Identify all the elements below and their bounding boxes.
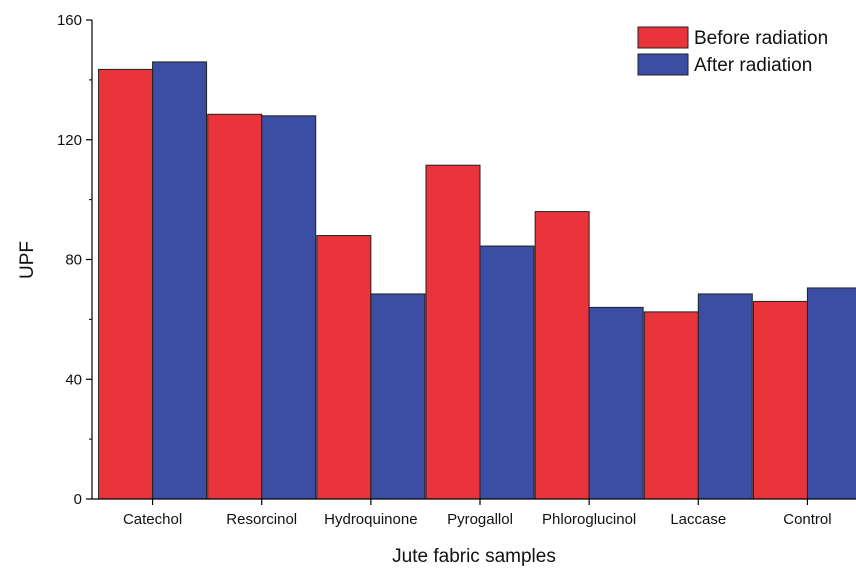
legend-label-after: After radiation [694,55,812,76]
x-tick-label: Resorcinol [226,511,297,528]
bar-after-laccase [697,293,753,500]
y-tick-label: 120 [57,132,82,149]
bar-after-catechol [152,61,208,500]
x-tick-label: Catechol [123,511,182,528]
y-tick-label: 0 [74,491,82,508]
x-tick-label: Control [783,511,831,528]
bar-before-phloroglucinol [534,211,590,500]
y-axis-title: UPF [17,241,38,279]
y-tick-label: 160 [57,12,82,29]
bar-after-phloroglucinol [588,306,644,500]
x-tick-label: Hydroquinone [324,511,417,528]
bars-group [98,61,856,500]
x-tick-label: Laccase [670,511,726,528]
bar-after-resorcinol [261,115,317,500]
legend-label-before: Before radiation [694,28,828,49]
x-tick-label: Phloroglucinol [542,511,636,528]
legend-swatch-before [637,26,689,49]
bar-after-hydroquinone [370,293,426,500]
legend: Before radiation After radiation [637,26,828,76]
y-ticks-group: 0 40 80 120 160 [57,12,92,508]
y-tick-label: 40 [65,371,82,388]
legend-swatch-after [637,53,689,76]
x-ticks-group: Catechol Resorcinol Hydroquinone Pyrogallol… [123,499,832,528]
x-axis-title: Jute fabric samples [392,546,556,567]
bar-before-pyrogallol [425,164,481,500]
bar-before-control [752,300,808,500]
bar-before-laccase [643,311,699,500]
bar-before-hydroquinone [316,235,372,500]
bar-after-pyrogallol [479,245,535,500]
bar-before-catechol [98,68,154,500]
bar-after-control [806,287,856,500]
y-tick-label: 80 [65,252,82,269]
x-tick-label: Pyrogallol [447,511,513,528]
bar-before-resorcinol [207,113,263,500]
